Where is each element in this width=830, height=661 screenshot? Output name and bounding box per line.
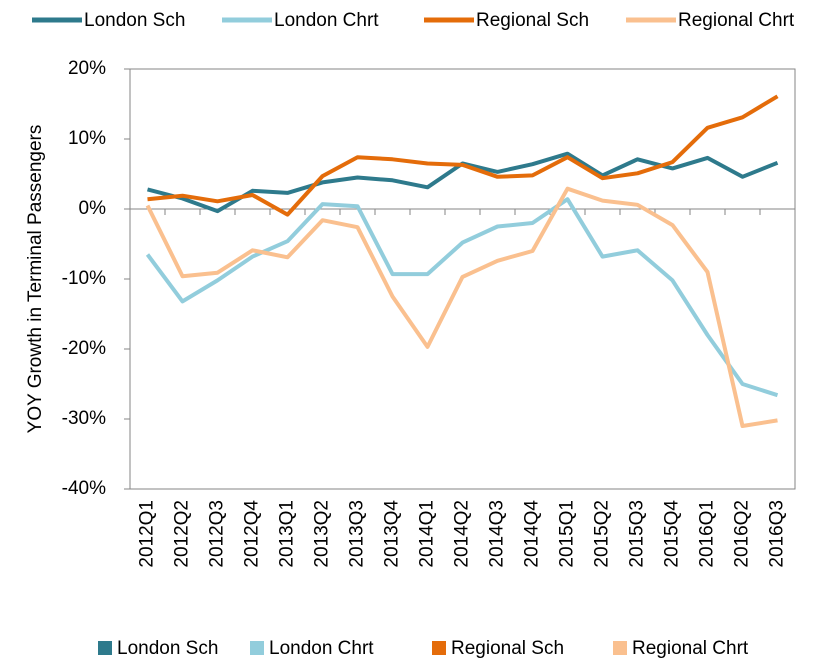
x-tick-label: 2015Q4 [662,500,683,568]
y-tick-label: -10% [62,268,106,289]
x-tick-label: 2014Q4 [522,500,543,568]
x-tick-label: 2014Q3 [487,500,508,568]
x-tick-label: 2016Q1 [697,500,718,568]
legend-label: Regional Chrt [632,638,749,659]
x-tick-label: 2013Q2 [312,500,333,568]
x-tick-label: 2012Q3 [207,500,228,568]
y-tick-label: -20% [62,338,106,359]
y-tick-label: -30% [62,408,106,429]
y-tick-label: 10% [68,128,106,149]
x-tick-label: 2012Q1 [137,500,158,568]
y-tick-label: 0% [79,198,107,219]
legend-swatch [432,641,446,655]
legend-label: London Chrt [269,638,374,659]
x-tick-label: 2014Q2 [452,500,473,568]
legend-label: London Chrt [274,10,379,31]
x-tick-label: 2012Q2 [172,500,193,568]
line-series [146,151,779,214]
x-tick-label: 2016Q3 [767,500,788,568]
x-tick-label: 2012Q4 [242,500,263,568]
y-tick-label: -40% [62,478,106,499]
legend-swatch [250,641,264,655]
x-tick-label: 2014Q1 [417,500,438,568]
legend-swatch [98,641,112,655]
y-tick-label: 20% [68,58,106,79]
x-tick-label: 2013Q1 [277,500,298,568]
line-series [147,94,779,217]
legend-swatch [613,641,627,655]
legend-label: Regional Sch [476,10,589,31]
legend-label: Regional Sch [451,638,564,659]
legend-label: London Sch [117,638,218,659]
x-tick-label: 2015Q3 [627,500,648,568]
x-tick-label: 2013Q4 [382,500,403,568]
line-series [145,197,779,398]
x-tick-label: 2015Q2 [592,500,613,568]
legend-label: Regional Chrt [678,10,795,31]
y-axis-label: YOY Growth in Terminal Passengers [25,125,46,434]
x-tick-label: 2016Q2 [732,500,753,568]
x-tick-label: 2013Q3 [347,500,368,568]
line-series [145,186,778,428]
x-tick-label: 2015Q1 [557,500,578,568]
legend-label: London Sch [84,10,185,31]
